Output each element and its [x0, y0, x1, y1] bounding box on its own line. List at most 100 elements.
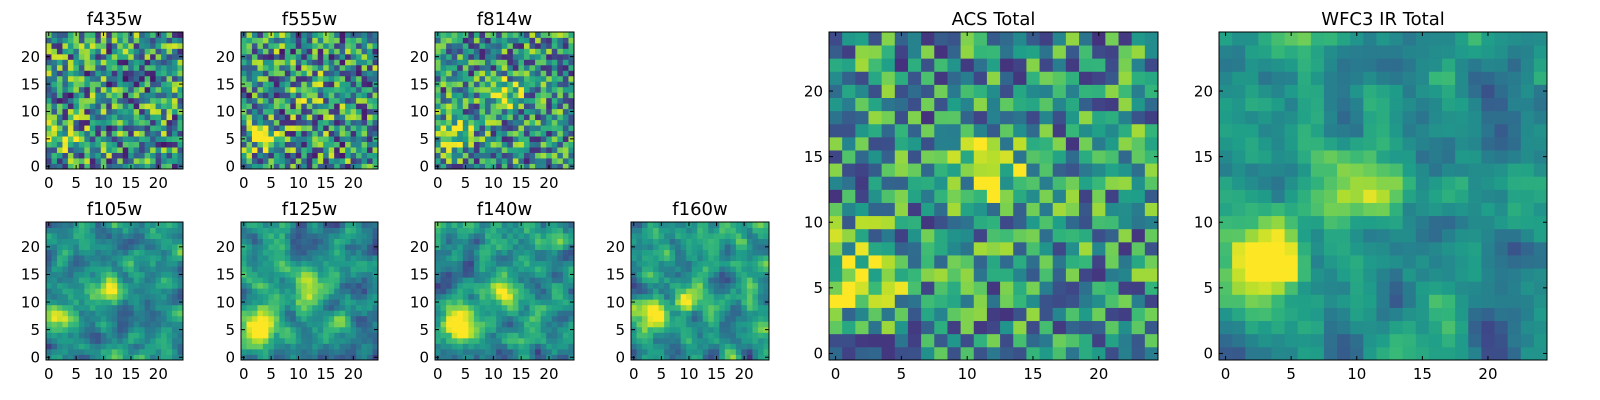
heatmap-cell: [251, 354, 258, 361]
heatmap-cell: [490, 348, 497, 355]
heatmap-cell: [106, 108, 113, 115]
heatmap-cell: [669, 293, 676, 300]
heatmap-cell: [479, 233, 486, 239]
heatmap-cell: [562, 321, 569, 328]
heatmap-cell: [84, 158, 91, 164]
heatmap-cell: [133, 343, 140, 350]
heatmap-cell: [763, 332, 770, 339]
heatmap-cell: [317, 222, 324, 228]
heatmap-cell: [268, 293, 275, 300]
heatmap-cell: [691, 348, 698, 355]
heatmap-cell: [257, 97, 264, 104]
heatmap-cell: [155, 337, 162, 344]
heatmap-cell: [361, 227, 368, 234]
heatmap-cell: [328, 315, 335, 322]
heatmap-cell: [56, 130, 63, 137]
heatmap-cell: [273, 103, 280, 110]
heatmap-cell: [451, 260, 458, 267]
heatmap-cell: [523, 222, 530, 228]
heatmap-cell: [881, 241, 896, 256]
heatmap-cell: [546, 86, 553, 93]
heatmap-cell: [306, 337, 313, 344]
heatmap-cell: [529, 337, 536, 344]
heatmap-cell: [546, 59, 553, 66]
heatmap-cell: [907, 307, 922, 322]
heatmap-cell: [713, 288, 720, 295]
heatmap-cell: [535, 348, 542, 355]
heatmap-cell: [339, 321, 346, 328]
heatmap-cell: [669, 315, 676, 322]
heatmap-cell: [273, 238, 280, 245]
heatmap-cell: [546, 337, 553, 344]
heatmap-cell: [697, 354, 704, 361]
heatmap-cell: [161, 260, 167, 267]
heatmap-cell: [306, 293, 313, 300]
heatmap-cell: [540, 92, 547, 99]
heatmap-cell: [557, 348, 564, 355]
heatmap-cell: [568, 321, 575, 328]
heatmap-cell: [446, 103, 453, 110]
heatmap-cell: [301, 75, 308, 82]
heatmap-cell: [435, 288, 441, 295]
heatmap-cell: [1144, 268, 1159, 282]
heatmap-cell: [279, 299, 286, 306]
heatmap-cell: [921, 189, 935, 203]
heatmap-cell: [155, 147, 162, 153]
heatmap-cell: [284, 249, 291, 256]
heatmap-cell: [473, 97, 480, 104]
heatmap-cell: [155, 119, 162, 126]
heatmap-cell: [51, 97, 58, 104]
heatmap-cell: [446, 141, 453, 148]
heatmap-cell: [540, 315, 547, 322]
heatmap-cell: [328, 114, 335, 121]
heatmap-cell: [446, 326, 453, 333]
heatmap-cell: [546, 244, 553, 250]
heatmap-cell: [462, 266, 469, 273]
heatmap-cell: [518, 147, 525, 153]
heatmap-cell: [100, 59, 107, 66]
heatmap-cell: [523, 227, 530, 234]
heatmap-cell: [279, 59, 286, 66]
heatmap-cell: [462, 59, 469, 66]
heatmap-cell: [457, 288, 464, 295]
heatmap-cell: [473, 130, 480, 137]
heatmap-cell: [361, 326, 368, 333]
heatmap-cell: [462, 337, 469, 344]
heatmap-cell: [73, 125, 80, 132]
heatmap-cell: [150, 321, 156, 328]
axes-frame: [45, 31, 184, 170]
heatmap-cell: [73, 141, 80, 148]
heatmap-cell: [334, 315, 341, 322]
heatmap-cell: [435, 92, 441, 99]
heatmap-cell: [361, 233, 368, 239]
heatmap-cell: [535, 147, 542, 153]
heatmap-cell: [507, 103, 514, 110]
y-tick-label: 0: [30, 158, 40, 176]
heatmap-cell: [111, 147, 118, 153]
heatmap-cell: [166, 277, 173, 284]
heatmap-cell: [290, 37, 297, 44]
heatmap-cell: [345, 37, 351, 44]
heatmap-cell: [468, 288, 475, 295]
heatmap-cell: [350, 343, 357, 350]
heatmap-cell: [111, 266, 118, 273]
heatmap-cell: [172, 92, 178, 99]
heatmap-cell: [246, 255, 253, 262]
heatmap-cell: [111, 304, 118, 311]
heatmap-cell: [106, 304, 113, 311]
heatmap-cell: [155, 282, 162, 289]
heatmap-cell: [868, 202, 883, 217]
heatmap-cell: [106, 119, 113, 126]
heatmap-cell: [518, 53, 525, 60]
heatmap-cell: [257, 233, 264, 239]
heatmap-cell: [334, 288, 341, 295]
heatmap-cell: [339, 119, 346, 126]
heatmap-cell: [642, 299, 648, 306]
heatmap-cell: [658, 315, 665, 322]
heatmap-cell: [529, 310, 536, 317]
heatmap-cell: [345, 266, 351, 273]
heatmap-cell: [675, 321, 682, 328]
heatmap-cell: [312, 266, 319, 273]
heatmap-cell: [279, 141, 286, 148]
heatmap-cell: [139, 147, 146, 153]
